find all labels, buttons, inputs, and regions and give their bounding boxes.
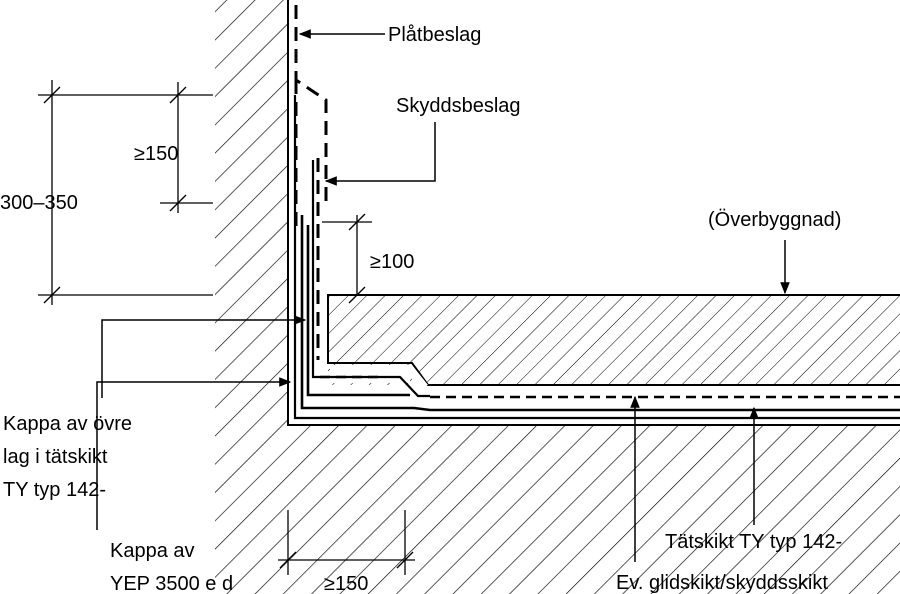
leaders: [96, 29, 790, 562]
label-platbeslag: Plåtbeslag: [388, 24, 481, 46]
label-kappa-ovre-line1: Kappa av övre: [3, 413, 132, 435]
dim-bottom-width: ≥150: [324, 573, 368, 594]
dimensions: [38, 80, 415, 575]
dim-total-height: 300–350: [0, 192, 78, 214]
label-skyddsbeslag: Skyddsbeslag: [396, 95, 521, 117]
label-tatskikt: Tätskikt TY typ 142-: [665, 531, 842, 553]
dim-gap: ≥100: [370, 251, 414, 273]
label-glidskikt: Ev. glidskikt/skyddsskikt: [616, 572, 828, 594]
label-kappa-ovre-line3: TY typ 142-: [3, 479, 106, 501]
dim-upper-height: ≥150: [134, 143, 178, 165]
label-overbyggnad: (Överbyggnad): [708, 209, 841, 231]
label-kappa-ovre-line2: lag i tätskikt: [3, 446, 108, 468]
label-kappa-yep-line1: Kappa av: [110, 540, 195, 562]
overbuilding-fill: [327, 294, 900, 386]
platbeslag-flashing: [294, 5, 328, 230]
label-kappa-yep-line2: YEP 3500 e d: [110, 573, 233, 594]
